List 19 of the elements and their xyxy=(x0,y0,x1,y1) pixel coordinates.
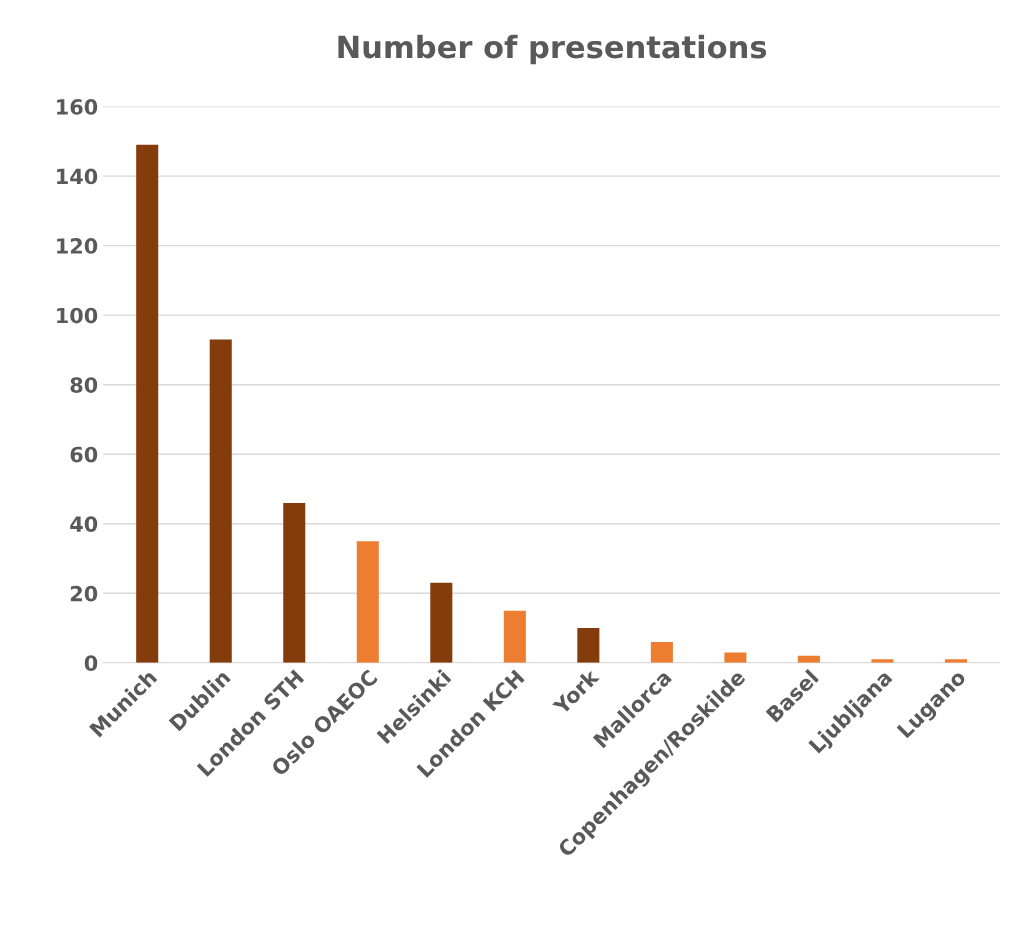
bar xyxy=(283,502,306,663)
y-tick-label: 60 xyxy=(70,446,98,463)
y-tick-label: 0 xyxy=(84,655,98,672)
chart-title: Number of presentations xyxy=(338,34,767,65)
bar xyxy=(209,339,232,663)
y-tick-label: 20 xyxy=(70,585,98,602)
y-tick-label: 40 xyxy=(70,516,98,532)
y-tick-label: 160 xyxy=(57,99,98,115)
bar xyxy=(430,582,453,663)
bar xyxy=(503,610,526,663)
y-tick-label: 120 xyxy=(57,238,98,254)
bar xyxy=(136,144,159,663)
y-tick-label: 80 xyxy=(70,377,98,393)
bar xyxy=(650,641,673,663)
y-tick-label: 100 xyxy=(57,307,98,324)
y-tick-label: 140 xyxy=(57,168,98,185)
bar xyxy=(724,652,747,663)
bar xyxy=(577,628,600,663)
bar xyxy=(356,541,379,663)
